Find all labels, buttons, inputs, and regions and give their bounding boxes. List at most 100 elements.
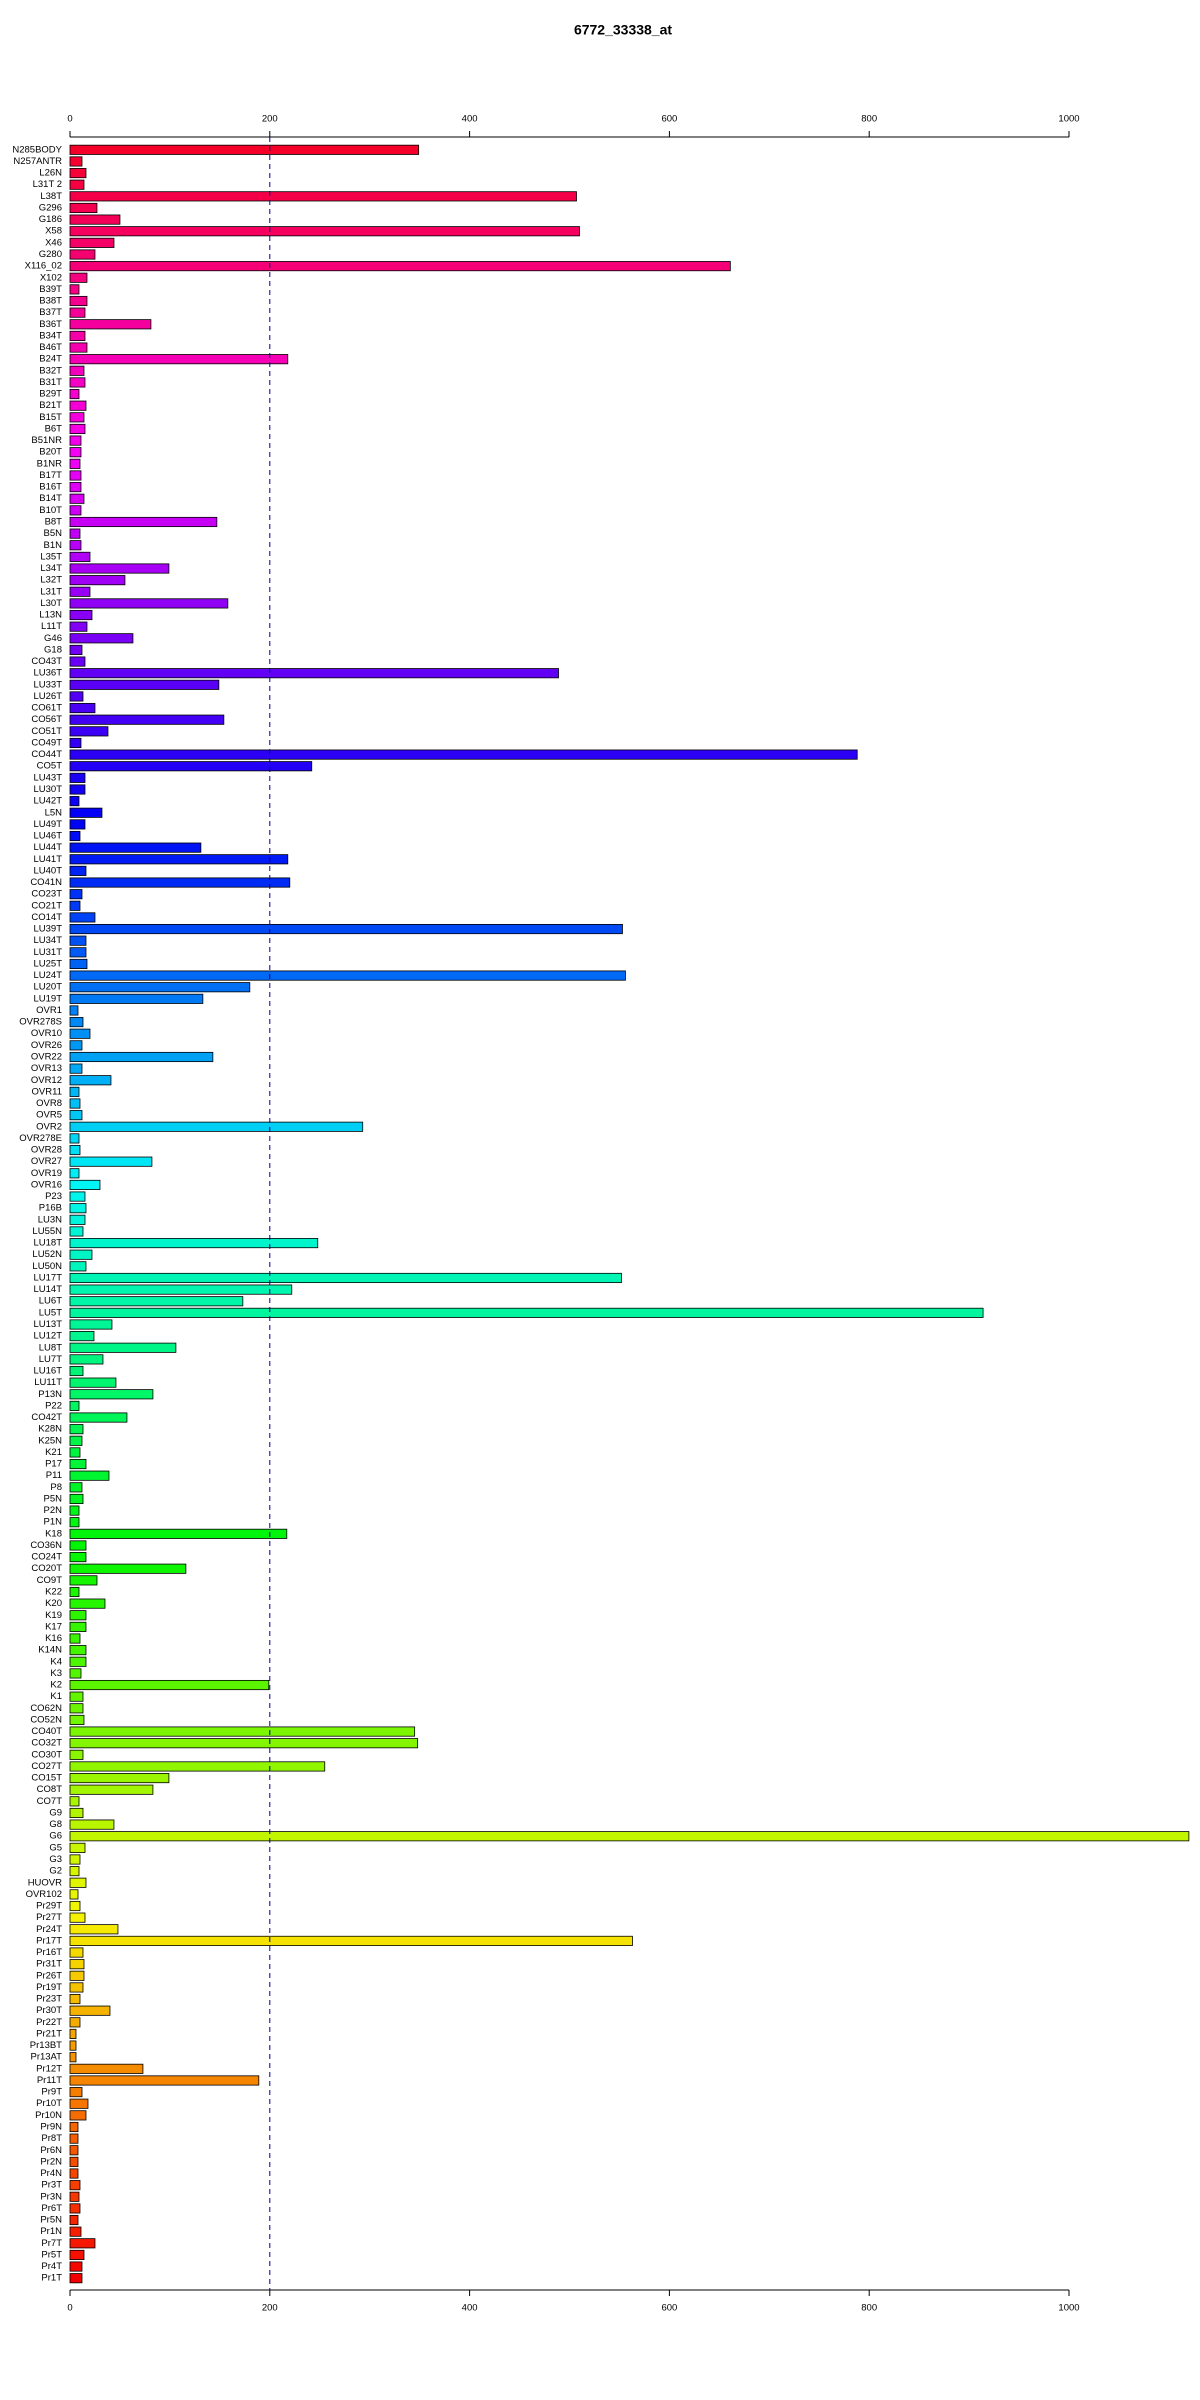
bar	[69, 249, 96, 260]
bar	[69, 493, 85, 504]
y-tick-label: B38T	[39, 296, 62, 307]
y-tick-label: P17	[45, 1459, 62, 1470]
bar	[69, 412, 85, 423]
bar	[69, 1040, 83, 1051]
bar	[69, 633, 134, 644]
y-tick-label: CO56T	[31, 714, 62, 725]
bar	[69, 2191, 80, 2202]
y-tick-label: P2N	[44, 1505, 63, 1516]
y-tick-label: OVR8	[36, 1098, 62, 1109]
y-tick-label: B20T	[39, 447, 62, 458]
bar	[69, 1994, 81, 2005]
bar	[69, 1726, 416, 1737]
y-tick-label: LU46T	[33, 831, 62, 842]
bar	[69, 319, 152, 330]
bar	[69, 1598, 106, 1609]
y-tick-label: CO9T	[37, 1575, 63, 1586]
bar	[69, 598, 229, 609]
x-tick-label: 1000	[1058, 114, 1079, 125]
y-tick-label: N257ANTR	[13, 156, 62, 167]
bar	[69, 1505, 80, 1516]
y-tick-label: P1N	[44, 1517, 63, 1528]
bar	[69, 1819, 115, 1830]
bar	[69, 1110, 83, 1121]
bar	[69, 2017, 81, 2028]
bar	[69, 1121, 364, 1132]
bar	[69, 1447, 81, 1458]
y-tick-label: LU34T	[33, 935, 62, 946]
x-tick-label: 200	[262, 2303, 278, 2314]
bar	[69, 1493, 84, 1504]
bar	[69, 551, 91, 562]
bar	[69, 191, 577, 202]
y-tick-label: Pr19T	[36, 1982, 62, 1993]
y-tick-label: CO40T	[31, 1726, 62, 1737]
y-tick-label: X102	[40, 272, 62, 283]
bar	[69, 796, 80, 807]
bar	[69, 354, 289, 365]
bar	[69, 842, 202, 853]
x-tick-label: 1000	[1058, 2303, 1079, 2314]
bar	[69, 168, 87, 179]
y-tick-label: CO23T	[31, 889, 62, 900]
y-tick-label: G3	[49, 1854, 62, 1865]
y-tick-label: L26N	[39, 168, 62, 179]
y-tick-label: G18	[44, 644, 62, 655]
bar	[69, 1714, 85, 1725]
bar	[69, 749, 858, 760]
y-tick-label: CO8T	[37, 1784, 63, 1795]
bar	[69, 2273, 83, 2284]
bar	[69, 1424, 84, 1435]
bar	[69, 2028, 77, 2039]
y-tick-label: B14T	[39, 493, 62, 504]
bar	[69, 1296, 244, 1307]
y-tick-label: CO14T	[31, 912, 62, 923]
bar	[69, 389, 80, 400]
y-tick-label: B1NR	[37, 458, 62, 469]
y-tick-label: N285BODY	[12, 144, 62, 155]
bar	[69, 1435, 83, 1446]
y-tick-label: LU14T	[33, 1284, 62, 1295]
bar	[69, 1738, 419, 1749]
y-tick-label: Pr9N	[40, 2122, 62, 2133]
bar	[69, 1935, 633, 1946]
y-tick-label: LU7T	[39, 1354, 62, 1365]
bar	[69, 226, 580, 237]
bar	[69, 1586, 80, 1598]
bar	[69, 1389, 154, 1400]
bar	[69, 1842, 86, 1853]
y-tick-label: OVR12	[31, 1075, 62, 1086]
x-tick-label: 0	[67, 114, 72, 125]
bar	[69, 2203, 81, 2214]
y-tick-label: K14N	[38, 1645, 62, 1656]
y-tick-label: LU20T	[33, 982, 62, 993]
bar	[69, 1528, 288, 1539]
y-tick-label: B34T	[39, 330, 62, 341]
y-tick-label: B46T	[39, 342, 62, 353]
bar	[69, 342, 88, 353]
y-tick-label: OVR13	[31, 1063, 62, 1074]
y-tick-label: LU17T	[33, 1272, 62, 1283]
bar	[69, 1028, 91, 1039]
bar	[69, 691, 84, 702]
bar	[69, 470, 82, 481]
y-tick-label: K25N	[38, 1435, 62, 1446]
bar	[69, 1342, 177, 1353]
bar	[69, 2040, 77, 2051]
y-tick-label: K22	[45, 1587, 62, 1598]
bar	[69, 2156, 79, 2167]
y-tick-label: OVR278S	[19, 1017, 62, 1028]
y-tick-label: CO27T	[31, 1761, 62, 1772]
y-tick-label: L5N	[45, 807, 63, 818]
y-tick-label: OVR28	[31, 1145, 62, 1156]
y-tick-label: LU40T	[33, 865, 62, 876]
bar	[69, 307, 86, 318]
bar	[69, 947, 87, 958]
bar	[69, 1889, 79, 1900]
bar	[69, 1784, 154, 1795]
y-tick-label: B6T	[45, 423, 63, 434]
y-tick-label: B17T	[39, 470, 62, 481]
y-tick-label: L31T 2	[33, 179, 62, 190]
y-tick-label: B24T	[39, 354, 62, 365]
y-tick-label: P8	[50, 1482, 62, 1493]
